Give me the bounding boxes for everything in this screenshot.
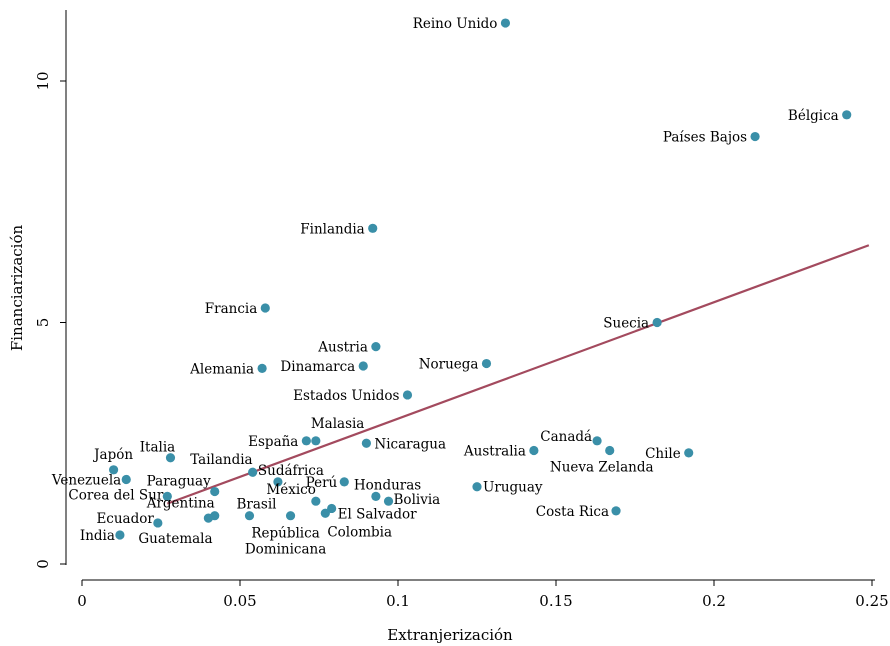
point-label: España xyxy=(248,434,298,450)
data-point xyxy=(358,361,368,371)
point-label: Honduras xyxy=(354,477,421,493)
data-point xyxy=(611,506,621,516)
data-point xyxy=(244,511,255,521)
x-tick-label: 0 xyxy=(77,592,87,610)
y-tick-label: 10 xyxy=(34,71,52,90)
x-tick-label: 0.2 xyxy=(702,592,726,610)
point-label: Perú xyxy=(306,475,338,491)
point-label: Suecia xyxy=(603,316,649,332)
point-label: Colombia xyxy=(327,524,392,540)
data-point xyxy=(311,436,321,446)
data-point xyxy=(481,358,492,369)
data-point xyxy=(121,474,131,485)
trend-line xyxy=(166,244,870,505)
data-point xyxy=(750,131,760,142)
data-point xyxy=(339,477,349,487)
point-label: Canadá xyxy=(540,429,592,445)
data-point xyxy=(529,445,539,456)
point-label: India xyxy=(80,528,115,544)
point-label: Bolivia xyxy=(394,492,441,508)
point-label: Alemania xyxy=(189,361,254,377)
point-label: Uruguay xyxy=(483,480,543,496)
x-tick-label: 0.1 xyxy=(386,592,410,610)
data-point xyxy=(115,530,125,540)
point-label: Francia xyxy=(205,301,258,317)
data-point xyxy=(361,438,371,448)
data-point xyxy=(165,453,176,463)
point-label: El Salvador xyxy=(338,506,418,522)
data-point xyxy=(605,445,615,456)
point-label: México xyxy=(266,482,315,498)
data-point xyxy=(684,448,694,458)
data-point xyxy=(273,477,283,487)
data-point xyxy=(311,496,321,506)
data-point xyxy=(210,486,220,497)
point-label: Dinamarca xyxy=(280,359,355,375)
x-axis-title: Extranjerización xyxy=(387,626,513,644)
point-label: Malasia xyxy=(311,416,365,432)
point-label: Venezuela xyxy=(51,472,121,488)
data-point xyxy=(153,518,163,528)
data-point xyxy=(257,363,267,373)
point-label: Australia xyxy=(463,443,526,459)
point-label: República Dominicana xyxy=(245,526,326,558)
data-point xyxy=(652,317,662,328)
point-label: Guatemala xyxy=(138,531,212,547)
point-label: Reino Unido xyxy=(413,16,498,32)
data-point xyxy=(301,436,311,446)
point-label: Costa Rica xyxy=(536,504,609,520)
point-label: Brasil xyxy=(236,497,276,513)
point-label: Austria xyxy=(317,340,368,356)
point-label: Tailandia xyxy=(190,452,252,468)
data-point xyxy=(320,508,330,518)
x-tick-label: 0.05 xyxy=(223,592,256,610)
point-label: Finlandia xyxy=(300,221,364,237)
plot-area: 0 0.05 0.1 0.15 0.2 0.25 0 5 10 Reino Unido Bélg… xyxy=(34,10,889,610)
data-points xyxy=(109,18,852,540)
point-label: Italia xyxy=(140,440,176,456)
point-label: Noruega xyxy=(419,357,479,373)
y-tick-label: 5 xyxy=(34,318,52,328)
point-label: Corea del Sur xyxy=(68,487,163,503)
data-point xyxy=(371,491,381,501)
x-axis-ticks: 0 0.05 0.1 0.15 0.2 0.25 xyxy=(77,580,889,610)
y-axis-title: Financiarización xyxy=(8,225,26,352)
data-point xyxy=(285,511,296,521)
data-point xyxy=(592,436,602,446)
point-label: Japón xyxy=(92,447,133,463)
data-point xyxy=(368,223,378,233)
point-label: Sudáfrica xyxy=(258,463,324,479)
point-labels: Reino Unido Bélgica Países Bajos Finlandia F… xyxy=(51,16,839,558)
point-label: Ecuador xyxy=(96,511,154,527)
data-point xyxy=(260,303,270,313)
point-label: Paraguay xyxy=(147,474,211,490)
point-label: Chile xyxy=(645,446,681,462)
data-point xyxy=(371,342,381,352)
x-tick-label: 0.15 xyxy=(539,592,572,610)
data-point xyxy=(162,491,172,501)
point-label: Nicaragua xyxy=(374,436,446,452)
point-label: Argentina xyxy=(146,496,215,512)
point-label: Nueva Zelanda xyxy=(550,459,654,475)
data-point xyxy=(500,18,511,28)
data-point xyxy=(203,513,213,523)
data-point xyxy=(402,390,413,400)
y-axis-ticks: 0 5 10 xyxy=(34,71,66,569)
x-tick-label: 0.25 xyxy=(855,592,888,610)
data-point xyxy=(383,496,394,506)
point-label: Estados Unidos xyxy=(293,388,399,404)
data-point xyxy=(109,465,119,475)
data-point xyxy=(842,110,852,120)
y-tick-label: 0 xyxy=(34,559,52,569)
point-label: Países Bajos xyxy=(663,130,747,146)
data-point xyxy=(248,467,258,477)
data-point xyxy=(327,503,337,514)
data-point xyxy=(472,482,482,492)
point-label: Bélgica xyxy=(788,108,839,124)
